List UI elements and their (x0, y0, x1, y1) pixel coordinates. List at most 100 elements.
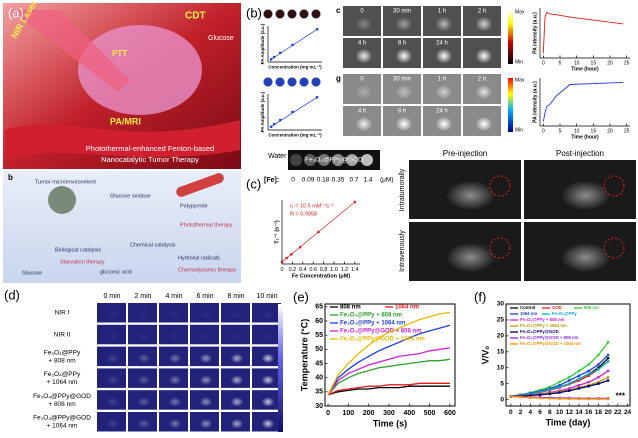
row-label: Fe₃O₄@PPy@GOD (33, 393, 91, 400)
data-point (577, 374, 581, 377)
image-signal (261, 309, 275, 320)
row-label: + 1064 nm (47, 379, 78, 386)
data-point (597, 380, 600, 384)
illus-text: CDT (185, 11, 206, 22)
sample-dot (311, 77, 321, 87)
illus-caption: Photothermal-enhanced Fenton-based (86, 144, 214, 153)
legend-label: Fe₃O₄@PPy@GOD + 808 nm (520, 335, 579, 340)
time-label: 10 min (256, 293, 277, 300)
image-signal (435, 116, 453, 132)
image-signal (137, 418, 151, 429)
data-point (538, 396, 542, 400)
time-label: 4 h (358, 41, 366, 47)
time-label: 4 h (358, 109, 366, 115)
data-point (291, 110, 294, 114)
data-point (272, 55, 276, 59)
time-label: 6 min (196, 293, 213, 300)
data-point (587, 380, 590, 384)
image-signal (137, 397, 151, 407)
image-signal (445, 180, 496, 211)
x-axis-label: Time (hour) (571, 134, 599, 140)
data-point (558, 391, 561, 394)
row-label: Fe₃O₄@PPy (44, 349, 81, 356)
time-label: 2 h (478, 9, 486, 15)
x-tick-label: 500 (424, 410, 436, 417)
data-point (558, 384, 561, 387)
data-point (577, 387, 581, 390)
x-tick-label: 15 (591, 128, 597, 134)
time-label: 2 min (134, 293, 151, 300)
legend-label: Fe₃O₄@PPy + 808 nm (340, 313, 402, 319)
row-label: Fe₃O₄@PPy@GOD (33, 415, 91, 422)
illus-text: Biological catalysis (55, 247, 101, 253)
y-tick-label: 35 (315, 389, 323, 396)
column-label: Pre-injection (443, 149, 487, 158)
data-point (606, 360, 610, 363)
x-tick-label: 8 (548, 409, 552, 416)
time-label: 2 h (478, 77, 486, 83)
laser-beam (10, 10, 130, 92)
legend-label: Fe₃O₄@PPy@GOD + 1064 nm (340, 337, 425, 343)
data-point (548, 385, 551, 389)
image-signal (199, 331, 213, 342)
y-tick-label: 65 (315, 304, 323, 311)
data-point (597, 376, 600, 379)
legend-label: GOD (552, 305, 562, 310)
annotation: r₁ = 10.5 mM⁻¹s⁻¹ (290, 203, 334, 209)
image-signal (475, 84, 493, 100)
illus-text: PTT (112, 49, 127, 58)
x-tick-label: 0.6 (309, 267, 317, 273)
annotation: R = 0.9958 (290, 211, 317, 217)
time-label: 8 min (227, 293, 244, 300)
image-signal (435, 16, 453, 32)
row-label: Intravenously (399, 230, 406, 272)
image-signal (230, 309, 244, 320)
image-signal (261, 331, 275, 342)
image-signal (137, 309, 151, 320)
y-axis-label: PA intensity (a.u.) (532, 81, 538, 123)
legend-label: 808 nm (584, 305, 599, 310)
legend-label: Fe₃O₄@PPy + 1064 nm (340, 321, 405, 327)
sample-dot (299, 77, 309, 87)
x-tick-label: 20 (607, 128, 613, 134)
image-signal (106, 397, 120, 407)
image-signal (168, 418, 182, 429)
y-axis-label: PA intensity (a.u.) (532, 12, 538, 54)
y-tick-label: 0 (500, 396, 504, 403)
annotation: *** (616, 392, 626, 401)
sample-dot (304, 154, 316, 166)
image-signal (261, 397, 275, 407)
data-point (587, 372, 590, 376)
panel-label: (c) (246, 176, 261, 191)
x-axis-label: Fe Concentration (μM) (292, 273, 351, 279)
series-line (327, 358, 450, 396)
colorbar-label: Min (515, 127, 523, 133)
data-point (597, 353, 600, 357)
y-axis-label: PA Amplitude (a.u.) (260, 91, 265, 132)
roi (603, 175, 625, 197)
x-tick-label: 1.2 (341, 267, 349, 273)
image-signal (475, 48, 493, 64)
roi (603, 237, 625, 259)
data-point (568, 387, 571, 390)
colorbar (508, 78, 513, 132)
panel-label: (a) (8, 5, 24, 20)
sample-dot (275, 9, 285, 19)
data-point (317, 230, 320, 234)
x-tick-label: 1.4 (351, 267, 359, 273)
row-label: Fe₃O₄@PPy (44, 371, 81, 378)
data-point (587, 374, 590, 377)
data-point (299, 246, 302, 249)
row-label: Intratumorally (399, 168, 406, 211)
illus-text: PA/MRI (110, 116, 141, 126)
fit-line (270, 96, 318, 128)
x-tick-label: 0 (326, 410, 330, 417)
image-signal (168, 397, 182, 407)
illus-text: gluconic acid (100, 269, 132, 275)
x-tick-label: 20 (605, 409, 613, 416)
roi (489, 237, 511, 259)
data-point (568, 379, 571, 382)
data-point (577, 397, 581, 401)
row-label: NIR I (55, 310, 70, 317)
image-signal (199, 397, 213, 407)
